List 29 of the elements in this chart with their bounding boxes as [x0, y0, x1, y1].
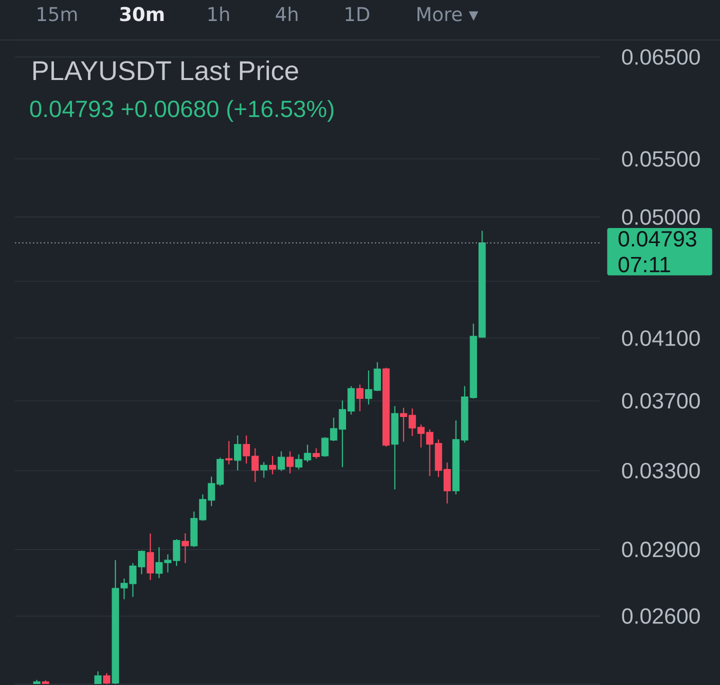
candlestick: [260, 461, 268, 478]
y-tick-label: 0.03300: [622, 462, 700, 478]
candlestick: [182, 532, 189, 564]
ref-line-label: 0.04793 07:11: [618, 231, 696, 272]
candlestick: [286, 450, 294, 474]
text: 0.04793 +0.00680 (+16.53%): [30, 100, 334, 122]
y-tick-label: 0.03700: [622, 393, 700, 409]
candlestick: [312, 448, 320, 460]
candlestick: [356, 384, 364, 412]
y-tick-label: 0.05000: [622, 209, 700, 225]
candlestick: [234, 434, 242, 472]
text: 1h: [208, 6, 229, 21]
y-tick-label: 0.06500: [622, 49, 700, 65]
candlestick: [94, 670, 102, 684]
candlestick: [103, 672, 110, 684]
text: 4h: [276, 6, 298, 21]
text: 30m: [120, 6, 164, 22]
text: PLAYUSDT Last Price: [33, 60, 298, 80]
y-tick-label: 0.04100: [622, 330, 700, 346]
text: 1D: [346, 7, 370, 21]
text: 15m: [38, 7, 77, 22]
candlestick: [268, 455, 276, 475]
candlestick: [278, 450, 285, 472]
y-tick-label: 0.02600: [622, 608, 700, 624]
candlestick: [146, 532, 154, 581]
candlestick: [225, 440, 233, 465]
text: More ▾: [418, 7, 478, 22]
y-tick-label: 0.05500: [622, 151, 700, 167]
y-tick-label: 0.02900: [622, 542, 700, 558]
